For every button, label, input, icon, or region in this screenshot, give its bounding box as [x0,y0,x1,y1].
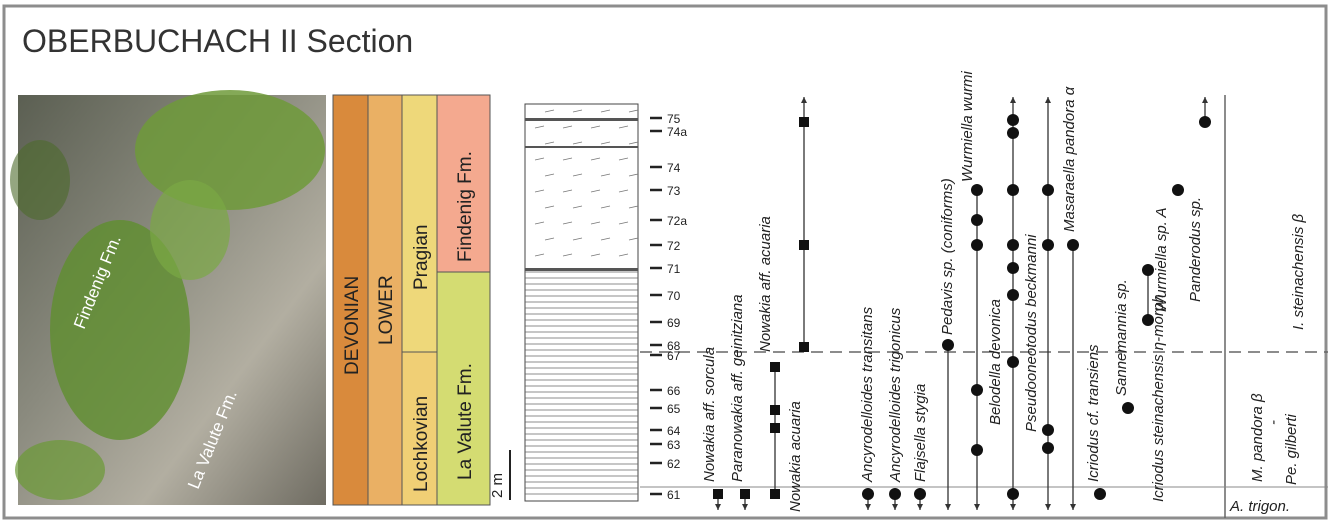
stage-label: Lochkovian [411,396,432,492]
occurrence [1007,289,1019,301]
zone-label: - [1265,420,1282,425]
taxon-name: Ancyrodelloides transitans [859,306,876,483]
sample-label: 74 [667,161,681,175]
taxon-name: Icriodus cf. transiens [1085,344,1102,482]
taxon-name: Ancyrodelloides trigonicus [887,307,904,483]
sample-label: 64 [667,424,681,438]
sample-label: 69 [667,316,681,330]
occurrence [1067,239,1079,251]
system-label: DEVONIAN [342,276,363,375]
occurrence [770,405,780,415]
series-label: LOWER [376,275,397,345]
occurrence [740,489,750,499]
occurrence [971,239,983,251]
sample-label: 66 [667,384,681,398]
taxon-name: Flajsella stygia [912,384,929,482]
sample-label: 73 [667,184,681,198]
occurrence [971,384,983,396]
taxon-name: Sannemannia sp. [1113,279,1130,396]
occurrence [799,240,809,250]
occurrence [889,488,901,500]
taxon-name: Nowakia aff. sorcula [701,347,718,482]
marker-bed [525,118,638,121]
sample-label: 70 [667,289,681,303]
sample-label: 65 [667,402,681,416]
title: OBERBUCHACH II Section [22,23,413,59]
taxon-name: Wurmiella wurmi [959,70,976,182]
occurrence [1042,442,1054,454]
sample-label: 61 [667,488,681,502]
formation-label: Findenig Fm. [455,151,476,262]
occurrence [1172,184,1184,196]
taxon-name: Nowakia acuaria [787,401,804,512]
occurrence [770,362,780,372]
zone-label: Pe. gilberti [1283,413,1300,485]
sample-label: 71 [667,262,681,276]
occurrence [942,339,954,351]
marker-bed [525,268,638,271]
occurrence [713,489,723,499]
occurrence [1122,402,1134,414]
taxon-name: Pseudooneotodus beckmanni [1023,234,1040,432]
sample-label: 72a [667,214,687,228]
sample-label: 63 [667,438,681,452]
occurrence [1042,424,1054,436]
stage-label: Pragian [411,225,432,291]
occurrence [862,488,874,500]
zone-label: A. trigon. [1229,498,1290,515]
taxon-name: Masaraella pandora α [1061,86,1078,232]
occurrence [971,444,983,456]
occurrence [1007,114,1019,126]
occurrence [971,214,983,226]
occurrence [1042,239,1054,251]
photo: Findenig Fm. La Valute Fm. [10,90,326,505]
occurrence [799,117,809,127]
sample-label: 62 [667,457,681,471]
column-outline [525,104,638,501]
occurrence [1007,184,1019,196]
taxon-name: Belodella devonica [987,299,1004,425]
lithology-column [525,104,638,501]
taxon-name: Nowakia aff. acuaria [757,216,774,352]
figure: OBERBUCHACH II Section Findenig Fm. La V… [0,0,1328,521]
marker-bed [525,146,638,148]
sample-label: 74a [667,125,687,139]
sample-label: 67 [667,349,681,363]
sample-label: 75 [667,112,681,126]
occurrence [1199,116,1211,128]
formation-label: La Valute Fm. [455,363,476,480]
sample-label: 72 [667,239,681,253]
occurrence [1007,488,1019,500]
occurrence [1007,356,1019,368]
occurrence [1007,127,1019,139]
taxon-name: Panderodus sp. [1187,197,1204,302]
taxon-name: Pedavis sp. (coniforms) [939,178,956,335]
occurrence [799,342,809,352]
occurrence [770,489,780,499]
scale-label: 2 m [489,473,506,498]
occurrence [1007,262,1019,274]
occurrence [1007,239,1019,251]
occurrence [1094,488,1106,500]
occurrence [914,488,926,500]
taxon-name: Icriodus steinachensis η-morph [1150,294,1167,502]
taxon-name: Paranowakia aff. geinitziana [729,294,746,482]
occurrence [770,423,780,433]
occurrence [1042,184,1054,196]
zone-label: M. pandora β [1249,393,1266,482]
zone-label: I. steinachensis β [1290,213,1307,330]
occurrence [971,184,983,196]
